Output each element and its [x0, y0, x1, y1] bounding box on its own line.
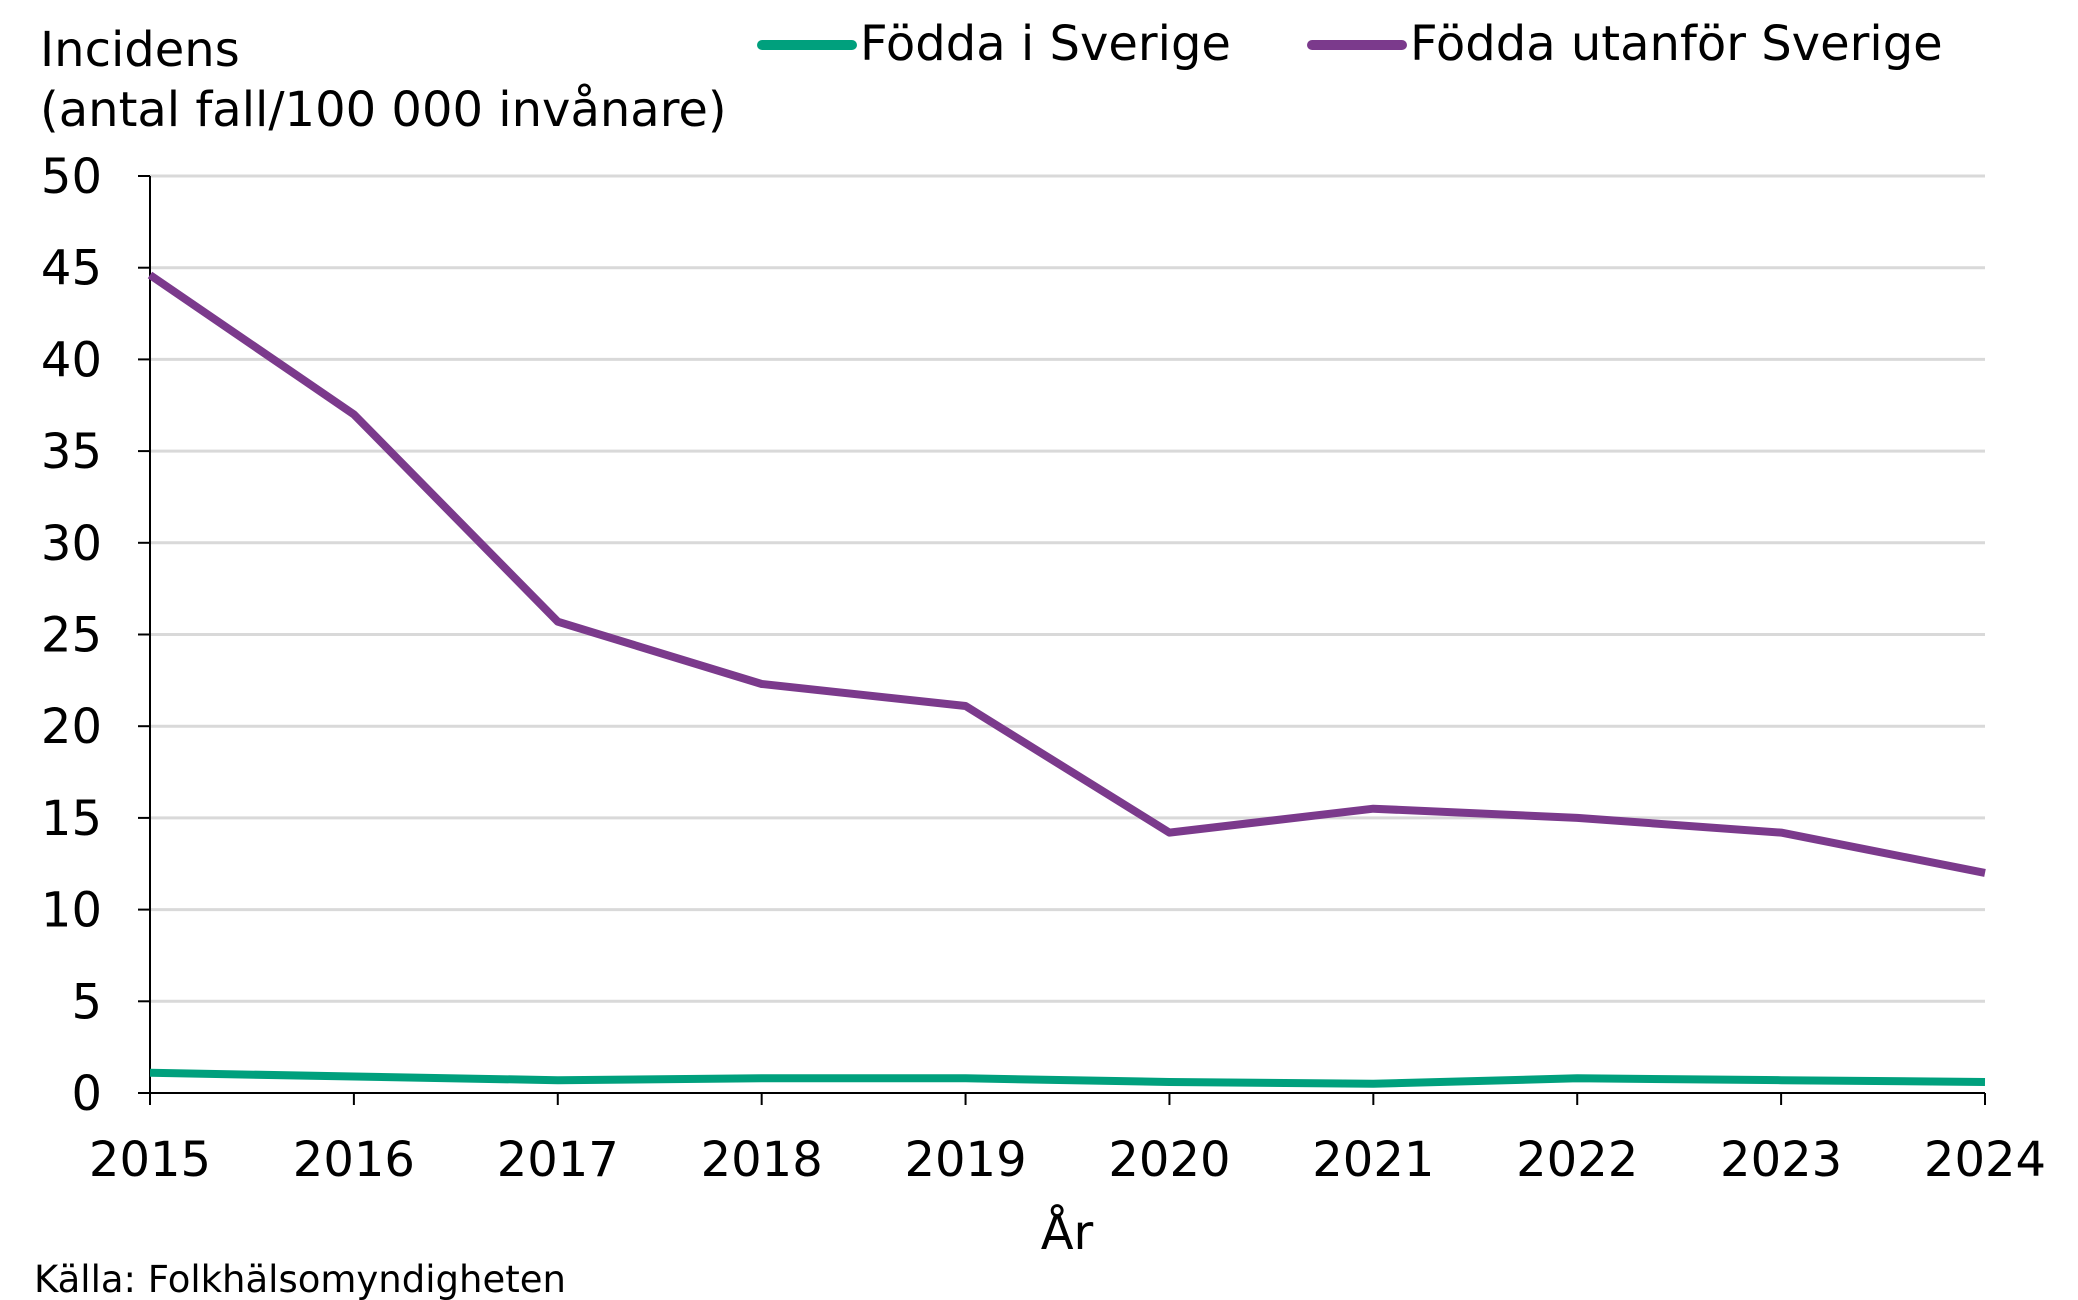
x-tick-label: 2015 [89, 1132, 211, 1188]
y-tick-label: 45 [41, 241, 102, 297]
y-tick-label: 0 [71, 1066, 102, 1122]
axes: 0 5 10 15 20 25 30 35 40 45 50 2015 2016 2017 2018 2019… [41, 149, 2046, 1188]
y-tick-label: 20 [41, 699, 102, 755]
legend-label-fodda-utanfor-sverige: Födda utanför Sverige [1410, 16, 1943, 72]
source-note: Källa: Folkhälsomyndigheten [34, 1258, 566, 1300]
y-tick-label: 35 [41, 424, 102, 480]
x-axis-label: År [1041, 1204, 1094, 1261]
legend: Födda i Sverige Födda utanför Sverige [757, 16, 1943, 72]
y-tick-label: 50 [41, 149, 102, 205]
legend-label-fodda-i-sverige: Födda i Sverige [860, 16, 1231, 72]
y-tick-label: 40 [41, 332, 102, 388]
series-line-fodda-i-sverige [149, 1068, 1986, 1088]
y-axis-label-line1: Incidens [40, 22, 240, 78]
x-tick-label: 2023 [1720, 1132, 1842, 1188]
series-lines [147, 271, 1986, 1088]
x-tick-label: 2018 [701, 1132, 823, 1188]
y-tick-label: 15 [41, 791, 102, 847]
series-line-fodda-utanfor-sverige [147, 271, 1986, 877]
y-tick-label: 30 [41, 516, 102, 572]
x-tick-label: 2016 [293, 1132, 415, 1188]
x-tick-label: 2019 [904, 1132, 1026, 1188]
x-tick-label: 2021 [1312, 1132, 1434, 1188]
x-tick-label: 2020 [1108, 1132, 1230, 1188]
y-tick-label: 25 [41, 608, 102, 664]
x-tick-label: 2024 [1924, 1132, 2046, 1188]
x-tick-label: 2017 [497, 1132, 619, 1188]
x-tick-label: 2022 [1516, 1132, 1638, 1188]
gridlines [150, 174, 1985, 1003]
y-tick-label: 10 [41, 883, 102, 939]
y-axis-label-line2: (antal fall/100 000 invånare) [40, 82, 727, 138]
y-tick-label: 5 [71, 974, 102, 1030]
